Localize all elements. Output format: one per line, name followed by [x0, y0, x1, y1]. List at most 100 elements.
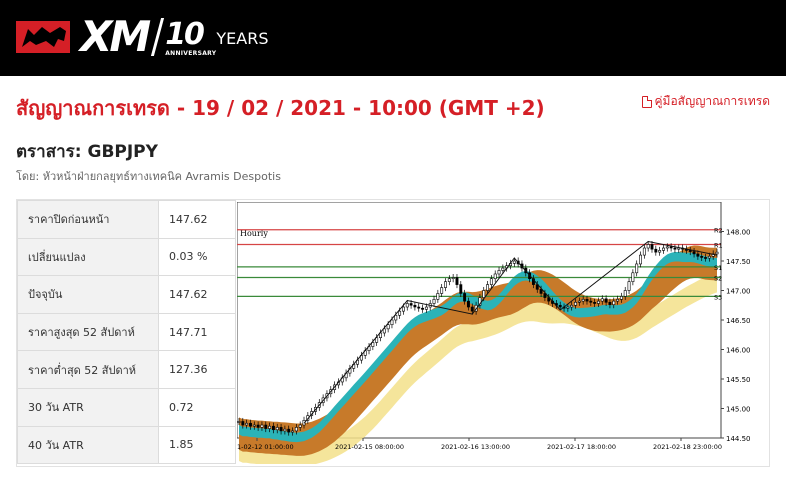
candle-body: [478, 297, 482, 306]
candle-body: [241, 421, 245, 426]
anniversary-label: ANNIVERSARY: [165, 49, 217, 57]
level-label-s2: S2: [714, 275, 722, 283]
candle-body: [566, 306, 570, 309]
candle-body: [249, 422, 252, 427]
candle-body: [271, 425, 275, 431]
candle-body: [493, 273, 497, 280]
stats-label: ราคาสูงสุด 52 สัปดาห์: [17, 312, 159, 352]
candle-body: [489, 278, 493, 285]
candle-body: [382, 328, 386, 334]
candle-body: [237, 421, 241, 423]
candle-body: [417, 306, 421, 309]
candle-body: [279, 427, 283, 432]
candle-body: [264, 424, 268, 429]
x-tick-label: 2021-02-18 23:00:00: [653, 443, 722, 451]
candle-body: [252, 424, 256, 427]
signal-panel: ราคาปิดก่อนหน้า 147.62 เปลี่ยนแปลง 0.03 …: [16, 199, 770, 467]
candle-body: [268, 425, 272, 429]
candle-body: [616, 299, 620, 302]
candle-body: [245, 422, 249, 426]
x-tick-label: 2021-02-16 13:00:00: [441, 443, 510, 451]
candle-body: [597, 300, 600, 304]
y-tick-label: 145.50: [726, 376, 751, 384]
candle-body: [627, 281, 631, 291]
stats-value: 147.62: [158, 200, 236, 239]
stats-label: 30 วัน ATR: [17, 387, 159, 427]
candle-body: [421, 307, 425, 310]
candle-body: [451, 277, 455, 279]
pdf-icon: [641, 95, 652, 108]
candle-body: [574, 302, 577, 306]
candle-body: [570, 304, 574, 308]
candle-body: [459, 284, 463, 294]
anniversary-number: 10: [165, 16, 205, 52]
candle-body: [700, 255, 704, 258]
y-tick-label: 147.50: [726, 258, 751, 266]
bull-logo-icon: [16, 21, 70, 53]
candle-body: [619, 296, 623, 300]
candle-body: [673, 247, 677, 250]
candle-body: [482, 290, 486, 298]
candle-body: [466, 300, 470, 308]
candle-body: [394, 314, 398, 321]
candle-body: [577, 300, 581, 303]
logo-divider: [151, 18, 165, 56]
candle-body: [440, 287, 444, 294]
candle-body: [463, 293, 467, 302]
level-label-s1: S1: [714, 264, 722, 272]
candle-body: [501, 267, 505, 271]
xm-logo[interactable]: XM 10 ANNIVERSARY YEARS: [14, 12, 268, 62]
level-label-r1: R1: [714, 241, 723, 249]
candle-body: [405, 303, 409, 308]
x-tick-label: 2021-02-15 08:00:00: [335, 443, 404, 451]
candle-body: [665, 246, 669, 249]
level-label-r2: R2: [714, 227, 723, 235]
site-header: XM 10 ANNIVERSARY YEARS: [0, 0, 786, 76]
candle-body: [688, 250, 692, 252]
candle-body: [654, 248, 658, 253]
candle-body: [589, 300, 593, 303]
level-label-s3: S3: [714, 293, 722, 301]
candle-body: [662, 247, 665, 251]
candle-body: [512, 260, 516, 264]
candle-body: [497, 270, 501, 275]
y-tick-label: 148.00: [726, 229, 751, 237]
candle-body: [375, 337, 379, 343]
candle-body: [623, 290, 627, 297]
stats-row: ราคาต่ำสุด 52 สัปดาห์ 127.36: [17, 350, 236, 389]
candle-body: [646, 244, 650, 249]
candle-body: [608, 302, 612, 305]
candle-body: [298, 424, 302, 428]
candle-body: [260, 424, 264, 428]
candle-body: [401, 306, 405, 312]
stats-row: เปลี่ยนแปลง 0.03 %: [17, 237, 236, 277]
stats-row: ปัจจุบัน 147.62: [17, 275, 236, 314]
author-byline: โดย: หัวหน้าฝ่ายกลยุทธ์ทางเทคนิค Avramis…: [16, 170, 281, 183]
stats-value: 1.85: [158, 425, 236, 465]
stats-value: 0.03 %: [158, 237, 236, 277]
candle-body: [256, 424, 260, 428]
candle-body: [386, 324, 390, 330]
candle-body: [275, 427, 279, 431]
logo-wordmark: XM: [80, 12, 151, 61]
stats-value: 127.36: [158, 350, 236, 389]
stats-label: ราคาต่ำสุด 52 สัปดาห์: [17, 350, 159, 389]
candle-body: [424, 306, 428, 310]
stats-label: เปลี่ยนแปลง: [17, 237, 159, 277]
candle-body: [669, 246, 673, 249]
y-tick-label: 146.00: [726, 347, 751, 355]
candle-body: [593, 302, 597, 304]
candle-body: [390, 319, 394, 326]
candle-body: [371, 342, 375, 347]
candle-body: [291, 430, 294, 433]
price-chart[interactable]: Hourly R2 R1 S1 S2 S3 148.00 147.50 147.00 146.50…: [236, 201, 769, 467]
stats-row: 30 วัน ATR 0.72: [17, 387, 236, 427]
signals-guide-label[interactable]: คู่มือสัญญาณการเทรด: [654, 94, 771, 108]
signals-guide-link[interactable]: คู่มือสัญญาณการเทรด: [641, 92, 771, 111]
stats-table: ราคาปิดก่อนหน้า 147.62 เปลี่ยนแปลง 0.03 …: [17, 200, 236, 465]
price-chart-svg: Hourly R2 R1 S1 S2 S3 148.00 147.50 147.00 146.50…: [236, 201, 751, 467]
candle-body: [447, 278, 451, 282]
anniversary-badge: 10 ANNIVERSARY: [165, 16, 217, 57]
candle-body: [558, 304, 562, 308]
candle-body: [696, 253, 700, 257]
